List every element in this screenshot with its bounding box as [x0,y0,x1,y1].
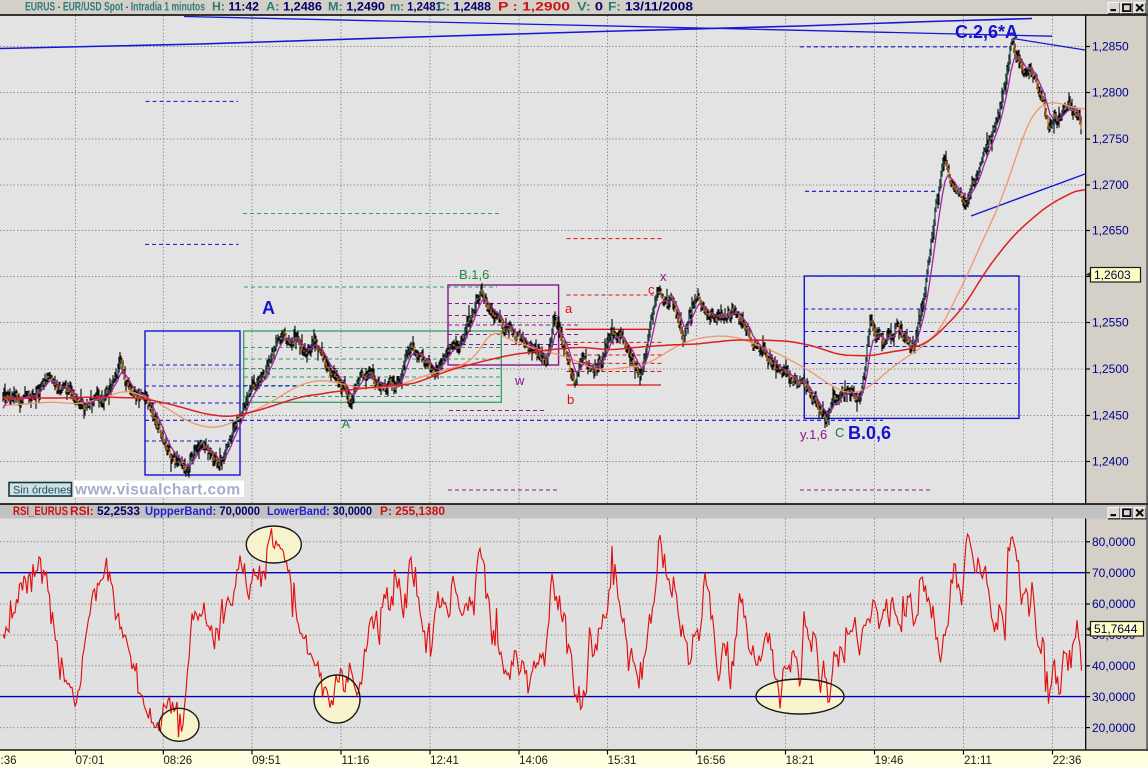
svg-text:70,0000: 70,0000 [1092,566,1136,580]
svg-text:EURUS - EUR/USD Spot - Intradí: EURUS - EUR/USD Spot - Intradía 1 minuto… [25,2,205,14]
svg-text:60,0000: 60,0000 [1092,597,1136,611]
svg-text:19:46: 19:46 [875,755,904,767]
svg-text::36: :36 [1,755,17,767]
svg-text:C: 1,2488: C: 1,2488 [437,2,492,14]
svg-text:07:01: 07:01 [76,755,105,767]
svg-text:1,2550: 1,2550 [1092,316,1129,330]
svg-text:y.1,6: y.1,6 [800,427,827,442]
svg-text:18:21: 18:21 [786,755,815,767]
svg-text:RSI: 52,2533: RSI: 52,2533 [70,506,140,518]
svg-text:UppperBand: 70,0000: UppperBand: 70,0000 [145,506,260,518]
svg-text:A: 1,2486: A: 1,2486 [266,2,322,14]
svg-text:1,2400: 1,2400 [1092,455,1129,469]
svg-text:m: 1,2481: m: 1,2481 [390,2,443,14]
svg-text:P: 255,1380: P: 255,1380 [380,506,445,518]
svg-text:16:56: 16:56 [697,755,726,767]
svg-text:B.1,6: B.1,6 [459,267,489,282]
svg-text:w: w [514,373,525,388]
svg-text:RSI_EURUS: RSI_EURUS [13,506,68,518]
svg-text:12:41: 12:41 [430,755,459,767]
svg-text:51,7644: 51,7644 [1094,622,1138,636]
svg-text:1,2500: 1,2500 [1092,362,1129,376]
svg-text:c: c [648,282,655,297]
svg-text:H: 11:42: H: 11:42 [212,2,259,14]
svg-text:a: a [565,301,573,316]
svg-text:1,2800: 1,2800 [1092,86,1129,100]
svg-text:1,2650: 1,2650 [1092,224,1129,238]
svg-text:Sin órdenes: Sin órdenes [13,485,72,497]
svg-text:1,2850: 1,2850 [1092,40,1129,54]
svg-text:22:36: 22:36 [1053,755,1082,767]
svg-text:www.visualchart.com: www.visualchart.com [74,482,241,499]
svg-text:LowerBand: 30,0000: LowerBand: 30,0000 [267,506,372,518]
svg-text:14:06: 14:06 [519,755,548,767]
svg-text:80,0000: 80,0000 [1092,535,1136,549]
svg-text:20,0000: 20,0000 [1092,721,1136,735]
svg-text:1,2750: 1,2750 [1092,132,1129,146]
svg-text:1,2450: 1,2450 [1092,409,1129,423]
svg-text:M: 1,2490: M: 1,2490 [328,2,385,14]
svg-text:B.0,6: B.0,6 [848,423,891,443]
svg-text:V: 0: V: 0 [577,2,603,14]
svg-text:1,2700: 1,2700 [1092,178,1129,192]
svg-text:P : 1,2900: P : 1,2900 [498,2,570,14]
svg-text:15:31: 15:31 [608,755,637,767]
svg-text:11:16: 11:16 [342,755,370,767]
svg-text:40,0000: 40,0000 [1092,659,1136,673]
svg-text:09:51: 09:51 [252,755,281,767]
svg-text:C.2,6*A: C.2,6*A [955,22,1018,42]
svg-text:30,0000: 30,0000 [1092,690,1136,704]
svg-text:F: 13/11/2008: F: 13/11/2008 [608,2,694,14]
svg-text:A: A [262,298,275,318]
svg-text:A: A [342,417,350,431]
svg-text:1,2603: 1,2603 [1094,268,1131,282]
svg-text:x: x [660,269,667,284]
svg-text:21:11: 21:11 [964,755,992,767]
svg-text:08:26: 08:26 [163,755,192,767]
svg-text:b: b [567,392,574,407]
svg-text:C: C [835,425,844,440]
